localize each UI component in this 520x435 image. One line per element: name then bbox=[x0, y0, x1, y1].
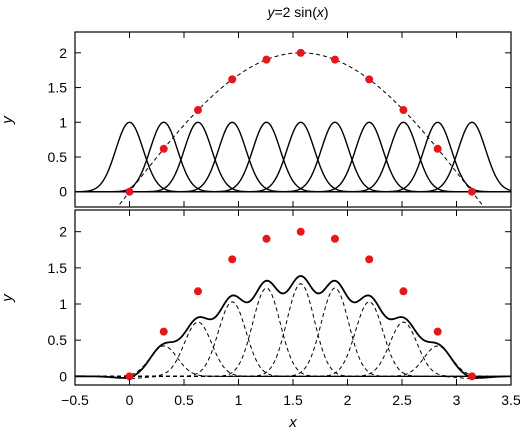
weighted-basis-8 bbox=[75, 301, 511, 377]
sample-point bbox=[193, 106, 202, 115]
top-ytick-label: 0 bbox=[59, 184, 67, 200]
bottom-plot-content bbox=[75, 227, 511, 381]
xtick-label: 0.5 bbox=[174, 392, 194, 408]
bottom-ytick-label: 0.5 bbox=[48, 332, 68, 348]
target-sine-curve bbox=[116, 52, 485, 207]
xtick-label: 1.5 bbox=[283, 392, 303, 408]
title-y: y bbox=[266, 4, 275, 20]
bottom-y-axis-label: y bbox=[0, 293, 16, 303]
sample-point bbox=[228, 75, 237, 84]
sample-point bbox=[365, 75, 374, 84]
approximation-curve bbox=[75, 275, 511, 379]
weighted-basis-11 bbox=[75, 375, 511, 379]
bottom-ytick-label: 1 bbox=[59, 296, 67, 312]
basis-function-11 bbox=[75, 121, 511, 193]
xtick-label: 2.5 bbox=[392, 392, 412, 408]
title-suffix: ) bbox=[324, 4, 329, 20]
sample-point bbox=[193, 287, 202, 296]
sample-point bbox=[125, 187, 134, 196]
top-plot-content bbox=[75, 48, 511, 207]
top-clipped-area bbox=[75, 52, 511, 207]
top-ticks: 0 0.5 1 1.5 2 bbox=[48, 32, 512, 207]
top-y-axis-label: y bbox=[0, 115, 16, 125]
sample-point bbox=[296, 227, 305, 236]
sample-point bbox=[159, 144, 168, 153]
title-x: x bbox=[316, 4, 325, 20]
top-ytick-label: 1 bbox=[59, 114, 67, 130]
sample-point bbox=[467, 372, 476, 381]
xtick-label: −0.5 bbox=[61, 392, 89, 408]
xtick-label: 3 bbox=[453, 392, 461, 408]
top-panel: 0 0.5 1 1.5 2 y bbox=[0, 31, 512, 208]
sample-point bbox=[433, 327, 442, 336]
top-ytick-label: 1.5 bbox=[48, 80, 68, 96]
chart-title: y=2 sin(x) bbox=[266, 4, 328, 20]
bottom-ytick-label: 2 bbox=[59, 224, 67, 240]
sample-point bbox=[433, 144, 442, 153]
bottom-clipped-area bbox=[75, 275, 511, 379]
sample-point bbox=[159, 327, 168, 336]
bottom-ticks: 0 0.5 1 1.5 2 −0.5 0 0.5 1 1.5 2 2.5 3 3.5 bbox=[48, 210, 520, 408]
sample-point bbox=[330, 55, 339, 64]
top-ytick-label: 0.5 bbox=[48, 149, 68, 165]
sample-point bbox=[399, 287, 408, 296]
sample-point bbox=[467, 187, 476, 196]
xtick-label: 0 bbox=[126, 392, 134, 408]
sample-point bbox=[330, 234, 339, 243]
xtick-label: 2 bbox=[344, 392, 352, 408]
sample-point bbox=[365, 255, 374, 264]
sample-point bbox=[228, 255, 237, 264]
weighted-basis-4 bbox=[75, 301, 511, 377]
sample-point bbox=[262, 234, 271, 243]
title-middle: =2 sin( bbox=[274, 4, 317, 20]
xtick-label: 3.5 bbox=[501, 392, 520, 408]
bottom-panel: 0 0.5 1 1.5 2 −0.5 0 0.5 1 1.5 2 2.5 3 3.5 y x bbox=[0, 209, 520, 431]
sample-point bbox=[296, 48, 305, 57]
sample-point bbox=[262, 55, 271, 64]
weighted-basis-5 bbox=[75, 287, 511, 377]
top-ytick-label: 2 bbox=[59, 45, 67, 61]
bottom-ytick-label: 1.5 bbox=[48, 260, 68, 276]
x-axis-label: x bbox=[288, 414, 297, 431]
bottom-plot-frame bbox=[74, 209, 512, 386]
xtick-label: 1 bbox=[235, 392, 243, 408]
bottom-ytick-label: 0 bbox=[59, 368, 67, 384]
sample-point bbox=[399, 106, 408, 115]
sample-point bbox=[125, 372, 134, 381]
